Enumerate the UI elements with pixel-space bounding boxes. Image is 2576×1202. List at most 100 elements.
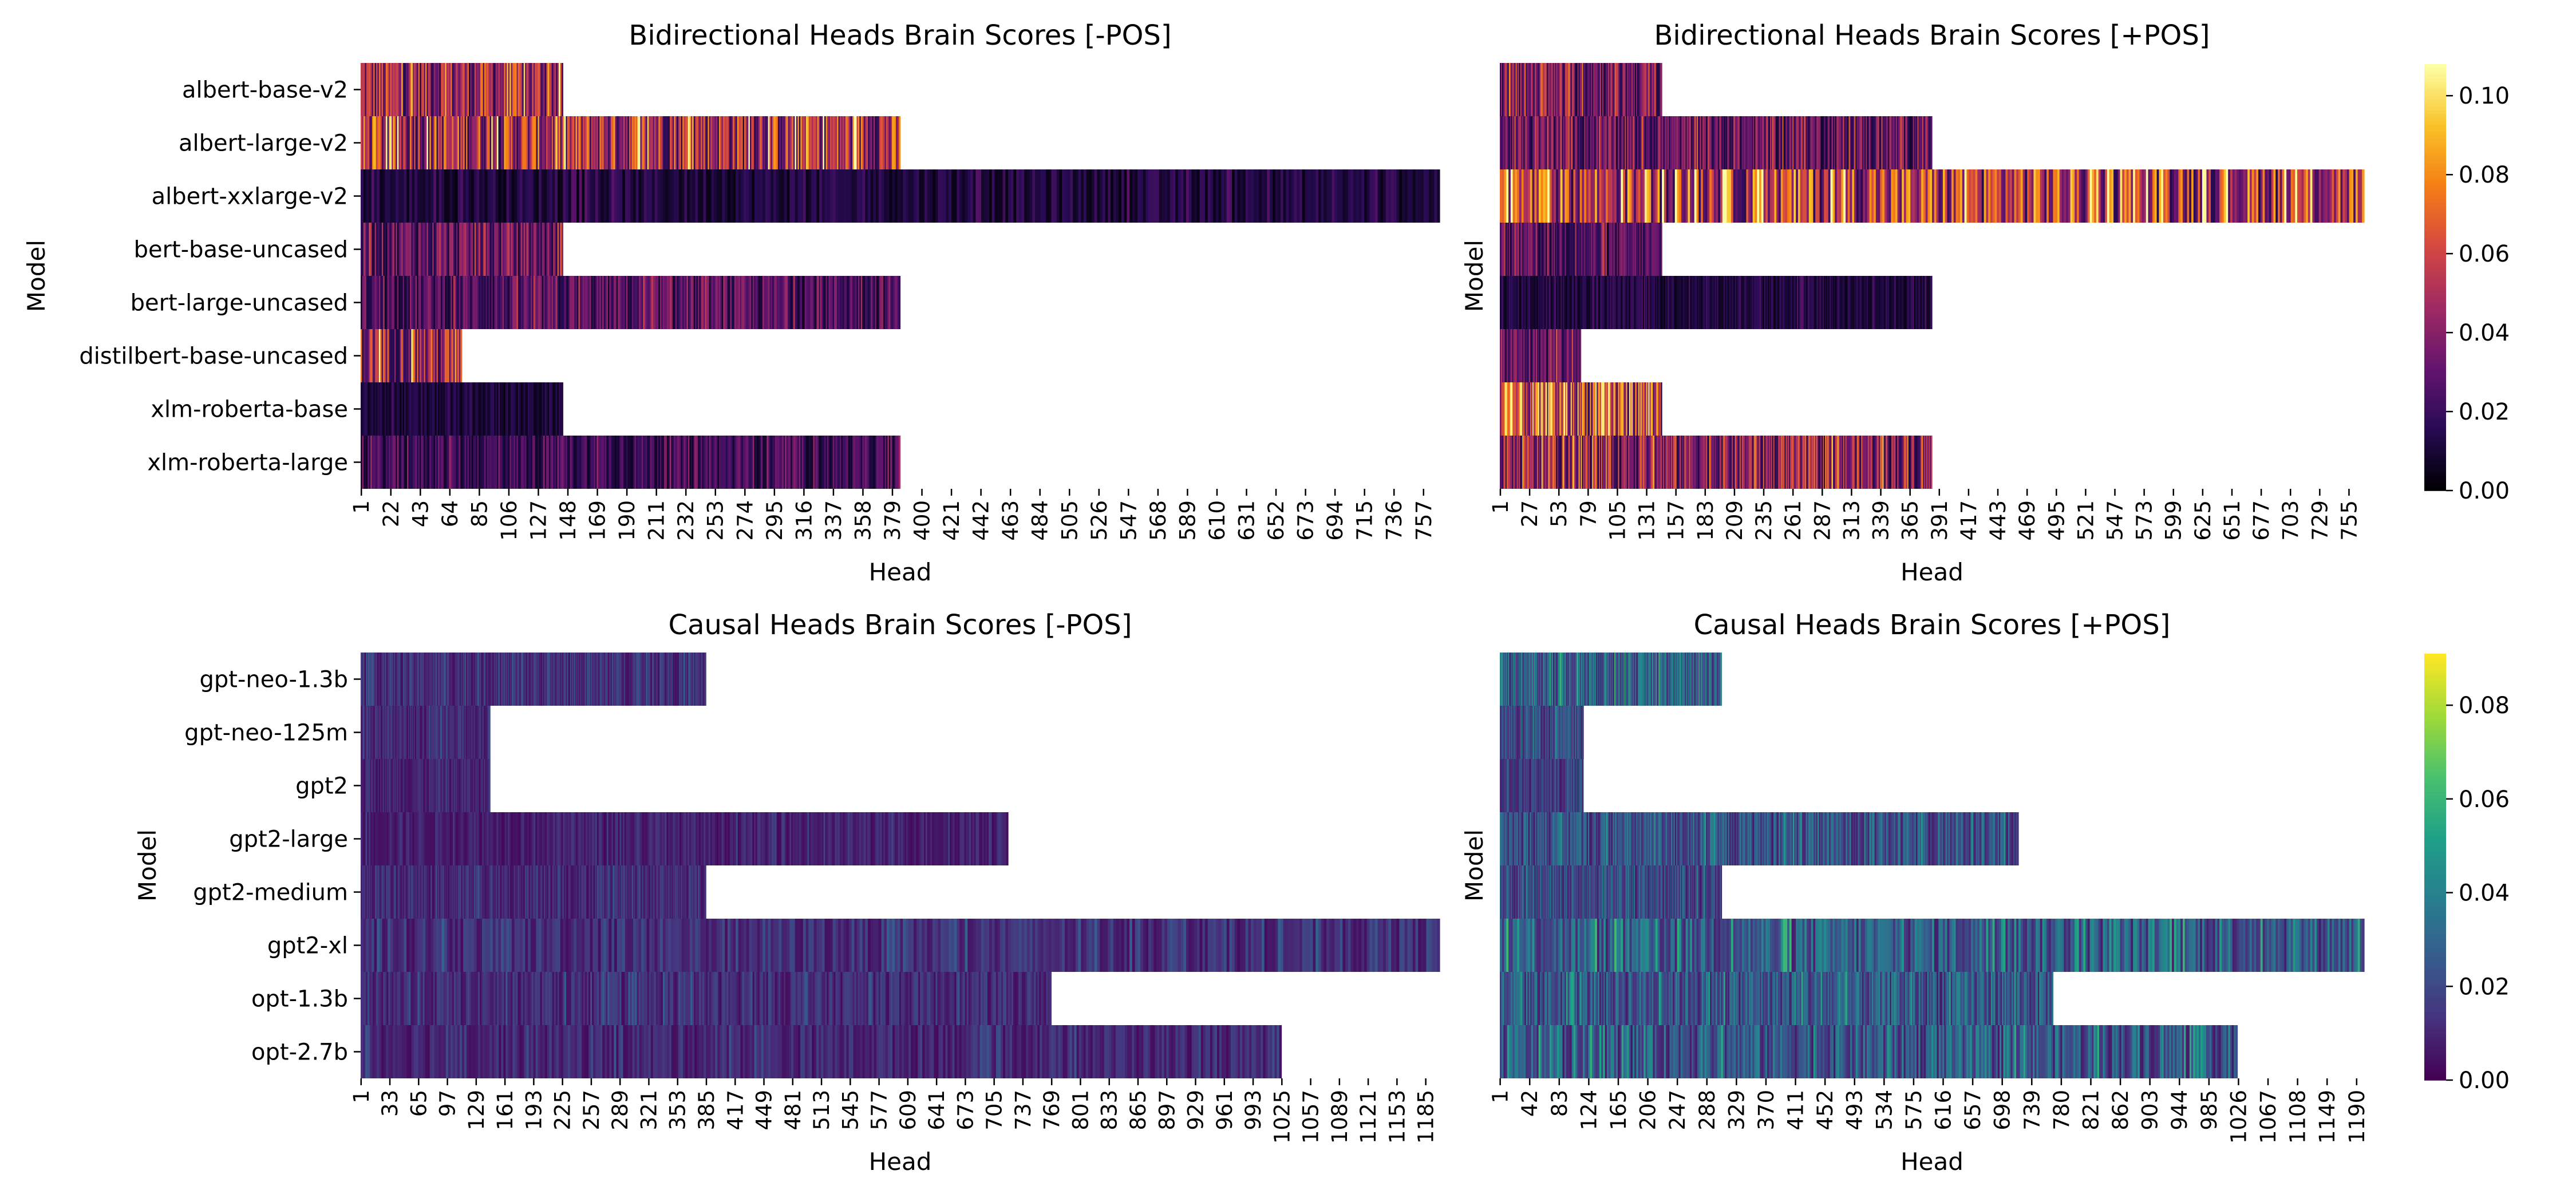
- heatmap-cell: [700, 276, 703, 329]
- heatmap-cell: [1622, 382, 1624, 436]
- heatmap-cell: [394, 706, 396, 759]
- heatmap-cell: [1597, 276, 1598, 329]
- heatmap-cell: [1531, 223, 1533, 276]
- heatmap-cell: [799, 116, 801, 169]
- heatmap-cell: [559, 116, 561, 169]
- x-tick-label: 274: [733, 500, 757, 541]
- heatmap-cell: [402, 812, 405, 865]
- heatmap-cell: [1599, 223, 1601, 276]
- heatmap-cell: [1878, 116, 1880, 169]
- heatmap-cell: [1558, 382, 1560, 436]
- heatmap-cell: [1526, 276, 1527, 329]
- heatmap-cell: [396, 436, 398, 489]
- heatmap-cell: [383, 759, 385, 812]
- heatmap-cell: [832, 276, 835, 329]
- heatmap-cell: [1242, 169, 1246, 223]
- heatmap-cell: [1697, 116, 1698, 169]
- heatmap-cell: [854, 116, 856, 169]
- heatmap-cell: [460, 759, 462, 812]
- heatmap-cell: [1521, 63, 1523, 116]
- heatmap-cell: [1591, 276, 1593, 329]
- heatmap-cell: [1962, 169, 1965, 223]
- heatmap-cell: [614, 653, 616, 706]
- heatmap-cell: [897, 169, 901, 223]
- heatmap-cell: [842, 116, 844, 169]
- heatmap-cell: [1876, 436, 1879, 489]
- heatmap-cell: [1531, 116, 1533, 169]
- heatmap-cell: [1548, 223, 1550, 276]
- heatmap-cell: [1751, 276, 1753, 329]
- heatmap-cell: [1911, 436, 1914, 489]
- heatmap-cell: [1350, 169, 1354, 223]
- heatmap-cell: [461, 382, 464, 436]
- heatmap-cell: [580, 653, 583, 706]
- heatmap-cell: [762, 169, 766, 223]
- heatmap-cell: [1576, 116, 1578, 169]
- heatmap-cell: [378, 382, 381, 436]
- heatmap-cell: [428, 382, 430, 436]
- heatmap-cell: [592, 653, 594, 706]
- heatmap-cell: [866, 276, 868, 329]
- heatmap-cell: [2061, 169, 2064, 223]
- heatmap-cell: [1518, 436, 1520, 489]
- heatmap-cell: [1896, 436, 1898, 489]
- heatmap-cell: [1577, 382, 1579, 436]
- heatmap-cell: [485, 63, 488, 116]
- heatmap-cell: [408, 329, 410, 382]
- heatmap-cell: [1720, 169, 1723, 223]
- heatmap-cell: [681, 436, 683, 489]
- heatmap-cell: [1653, 436, 1654, 489]
- heatmap-cell: [517, 436, 520, 489]
- heatmap-cell: [638, 276, 641, 329]
- heatmap-cell: [670, 653, 673, 706]
- heatmap-cell: [633, 276, 635, 329]
- heatmap-cell: [824, 436, 827, 489]
- heatmap-cell: [1867, 276, 1870, 329]
- heatmap-cell: [810, 436, 812, 489]
- heatmap-cell: [1627, 223, 1629, 276]
- heatmap-cell: [1732, 116, 1733, 169]
- heatmap-cell: [411, 63, 413, 116]
- heatmap-cell: [1345, 169, 1349, 223]
- heatmap-cell: [1518, 63, 1520, 116]
- heatmap-cell: [384, 653, 386, 706]
- heatmap-cell: [560, 276, 562, 329]
- heatmap-cell: [564, 276, 566, 329]
- heatmap-cell: [1599, 436, 1602, 489]
- heatmap-cell: [2301, 169, 2304, 223]
- heatmap-cell: [649, 276, 651, 329]
- heatmap-cell: [567, 653, 569, 706]
- heatmap-cell: [416, 759, 418, 812]
- heatmap-cell: [1523, 116, 1525, 169]
- heatmap-cell: [1844, 116, 1846, 169]
- x-axis-title: Head: [1901, 558, 1963, 586]
- heatmap-cell: [708, 436, 710, 489]
- heatmap-cell: [1728, 116, 1730, 169]
- heatmap-cell: [1753, 276, 1755, 329]
- heatmap-cell: [1672, 116, 1674, 169]
- heatmap-cell: [1797, 436, 1799, 489]
- heatmap-cell: [1251, 169, 1254, 223]
- heatmap-cell: [491, 276, 493, 329]
- heatmap-cell: [1843, 169, 1846, 223]
- heatmap-cell: [412, 116, 414, 169]
- heatmap-cell: [848, 276, 850, 329]
- heatmap-cell: [1685, 276, 1687, 329]
- heatmap-cell: [1701, 169, 1704, 223]
- heatmap-cell: [730, 436, 732, 489]
- heatmap-cell: [1875, 116, 1878, 169]
- heatmap-cell: [457, 706, 459, 759]
- heatmap-cell: [643, 653, 645, 706]
- heatmap-cell: [460, 223, 463, 276]
- heatmap-cell: [1757, 436, 1759, 489]
- heatmap-cell: [1678, 436, 1681, 489]
- heatmap-cell: [1921, 436, 1922, 489]
- heatmap-cell: [1669, 276, 1672, 329]
- heatmap-cell: [1706, 276, 1709, 329]
- heatmap-cell: [1043, 169, 1046, 223]
- heatmap-cell: [362, 706, 364, 759]
- heatmap-cell: [2113, 169, 2116, 223]
- heatmap-cell: [606, 169, 610, 223]
- heatmap-cell: [675, 276, 677, 329]
- heatmap-cell: [1597, 63, 1598, 116]
